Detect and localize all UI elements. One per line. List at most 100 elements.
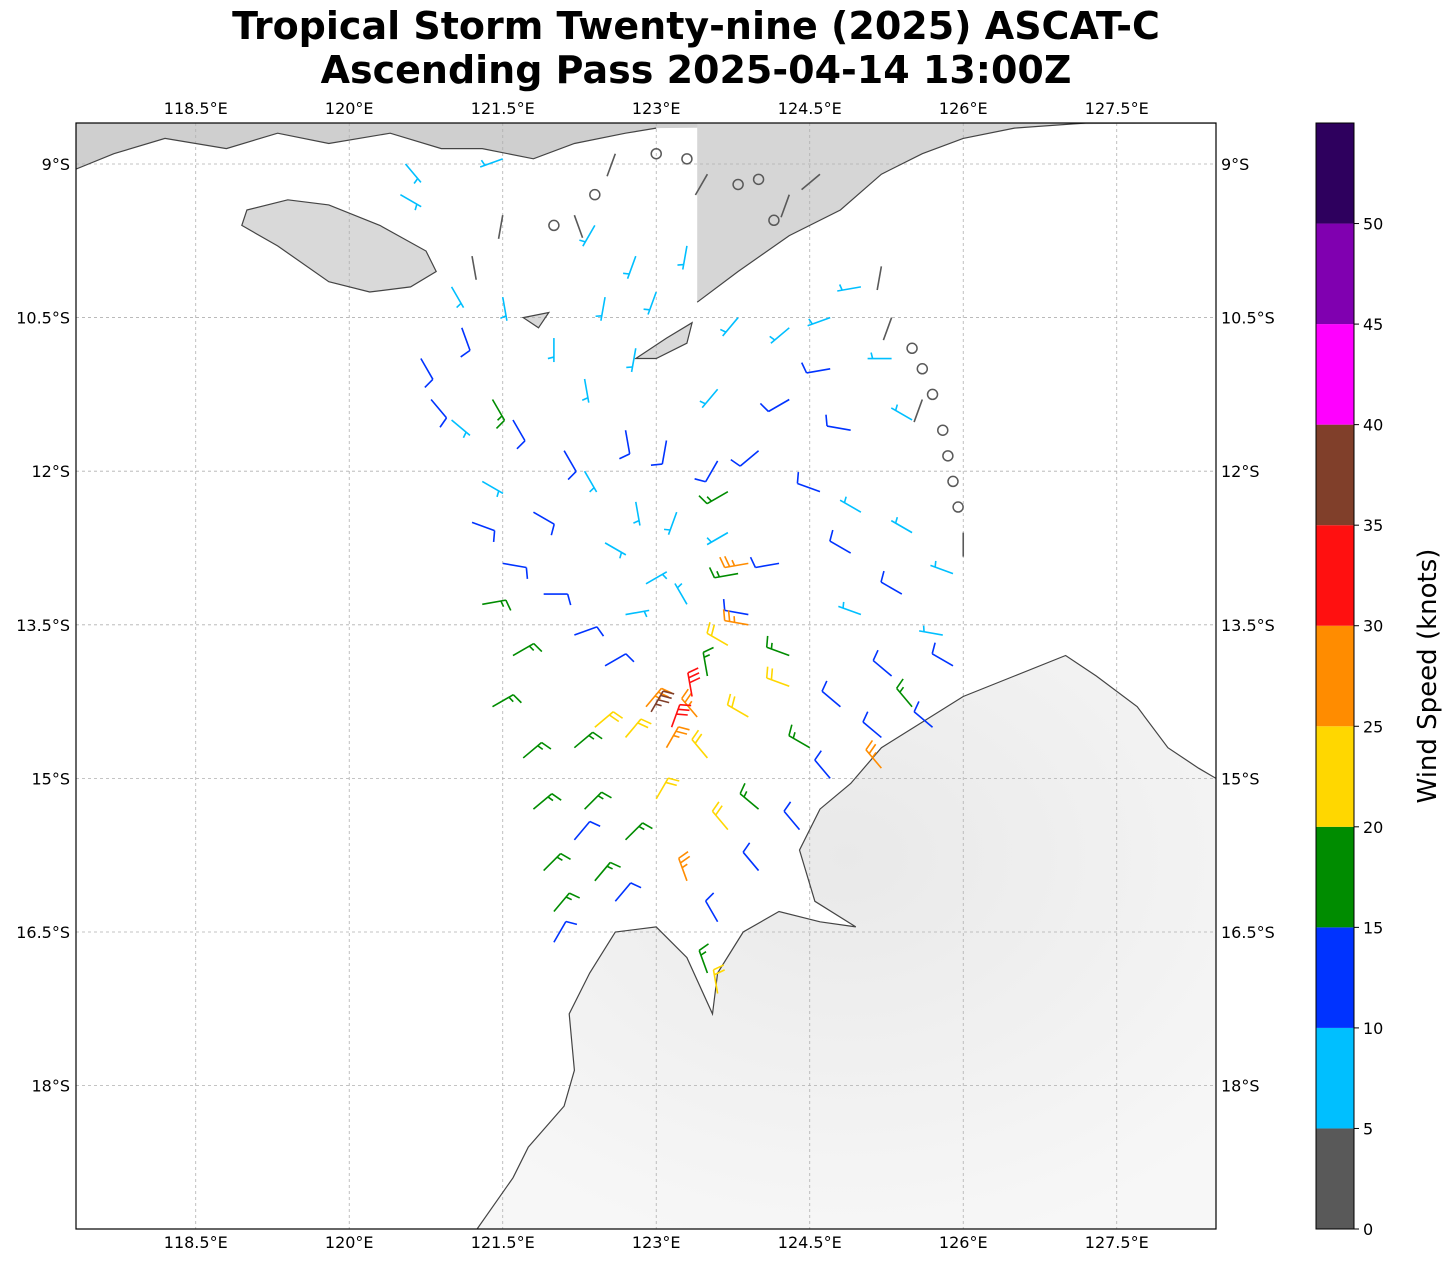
wind-barb — [532, 793, 562, 810]
wind-barb — [471, 521, 496, 543]
wind-barb — [800, 362, 831, 374]
lon-tick-label-top: 118.5°E — [164, 99, 228, 118]
wind-barb — [674, 582, 688, 605]
wind-barb — [604, 653, 635, 667]
wind-barb — [947, 475, 959, 488]
wind-barb — [512, 419, 526, 450]
lat-tick-label-right: 18°S — [1221, 1077, 1260, 1096]
wind-barb — [752, 173, 765, 186]
wind-barb — [573, 731, 603, 749]
wind-barb — [663, 511, 678, 535]
lat-tick-label-left: 9°S — [42, 155, 70, 174]
wind-barb — [655, 777, 680, 800]
wind-barb — [780, 194, 791, 218]
wind-barb — [890, 516, 913, 534]
lat-tick-label-left: 13.5°S — [16, 616, 70, 635]
wind-barb — [404, 163, 422, 184]
wind-barb — [625, 609, 650, 618]
wind-barb — [522, 741, 552, 759]
wind-barb — [606, 153, 617, 177]
wind-barb — [594, 861, 621, 882]
lon-tick-label-bottom: 127.5°E — [1085, 1233, 1149, 1252]
lat-tick-label-right: 10.5°S — [1221, 309, 1275, 328]
wind-barb — [691, 729, 709, 759]
wind-barb — [450, 286, 465, 309]
wind-barb — [677, 851, 691, 882]
wind-barb — [882, 317, 893, 341]
lon-tick-label-top: 121.5°E — [471, 99, 535, 118]
wind-barb — [931, 642, 954, 667]
lon-tick-label-bottom: 121.5°E — [471, 1233, 535, 1252]
title-line-2: Ascending Pass 2025-04-14 13:00Z — [320, 48, 1072, 92]
wind-barb — [543, 593, 572, 606]
wind-barb — [650, 147, 662, 160]
wind-barb — [719, 317, 739, 337]
lon-tick-label-bottom: 126°E — [939, 1233, 988, 1252]
wind-barb — [739, 783, 760, 810]
wind-barb — [825, 414, 851, 432]
wind-barb — [765, 666, 790, 687]
wind-barb — [838, 601, 862, 616]
wind-barb — [623, 255, 637, 279]
wind-barb — [479, 158, 504, 168]
wind-barb — [862, 711, 882, 739]
wind-barb — [574, 626, 605, 637]
wind-barb — [645, 571, 668, 585]
wind-barb — [677, 245, 688, 270]
land-sumba — [241, 199, 437, 292]
lon-tick-label-top: 126°E — [939, 99, 988, 118]
wind-barb — [702, 646, 714, 677]
map-panel[interactable] — [75, 122, 1217, 1230]
wind-barb — [589, 188, 601, 201]
wind-barb — [497, 215, 504, 239]
lat-tick-label-left: 16.5°S — [16, 923, 70, 942]
lat-tick-label-right: 9°S — [1221, 155, 1249, 174]
wind-barbs — [399, 147, 965, 994]
lon-tick-label-bottom: 118.5°E — [164, 1233, 228, 1252]
wind-barb — [573, 214, 584, 238]
colorbar-tick-label: 40 — [1363, 416, 1383, 435]
map-frame — [75, 122, 1217, 1230]
wind-barb — [712, 964, 725, 994]
wind-barb — [821, 680, 841, 708]
wind-barb — [765, 635, 790, 657]
colorbar-bin — [1316, 625, 1354, 727]
wind-barb — [553, 892, 581, 913]
wind-barb — [573, 820, 601, 841]
lon-tick-label-bottom: 123°E — [632, 1233, 681, 1252]
wind-barb — [633, 501, 641, 526]
colorbar-bin — [1316, 927, 1354, 1028]
wind-barb — [643, 291, 657, 315]
wind-barb — [460, 327, 471, 358]
wind-barb — [706, 531, 729, 546]
wind-barb — [759, 398, 790, 413]
wind-barb — [548, 219, 560, 232]
wind-barb — [788, 724, 811, 749]
coastline-north_coast — [76, 127, 657, 170]
wind-barb — [706, 622, 729, 646]
wind-barb — [650, 690, 675, 713]
wind-barb — [687, 667, 701, 697]
wind-barb — [708, 567, 739, 579]
wind-barb — [807, 316, 831, 327]
wind-barb — [553, 920, 578, 943]
coastlines — [76, 123, 1216, 1229]
wind-barb — [563, 450, 577, 481]
wind-barb — [614, 882, 642, 902]
wind-barb — [783, 801, 801, 831]
lat-tick-label-right: 15°S — [1221, 769, 1260, 788]
wind-barb — [624, 718, 652, 738]
map-title: Tropical Storm Twenty-nine (2025) ASCAT-… — [76, 4, 1316, 92]
wind-barb — [451, 419, 471, 439]
wind-barb — [872, 649, 893, 677]
land-north — [76, 123, 1216, 170]
lon-tick-label-top: 127.5°E — [1085, 99, 1149, 118]
wind-barb — [916, 363, 929, 375]
wind-barb — [801, 173, 821, 191]
wind-barb — [694, 460, 719, 483]
wind-barb — [913, 399, 924, 423]
colorbar-bin — [1316, 726, 1354, 827]
lat-tick-label-left: 12°S — [31, 462, 70, 481]
colorbar-bin — [1316, 424, 1354, 526]
lon-tick-label-bottom: 120°E — [325, 1233, 374, 1252]
